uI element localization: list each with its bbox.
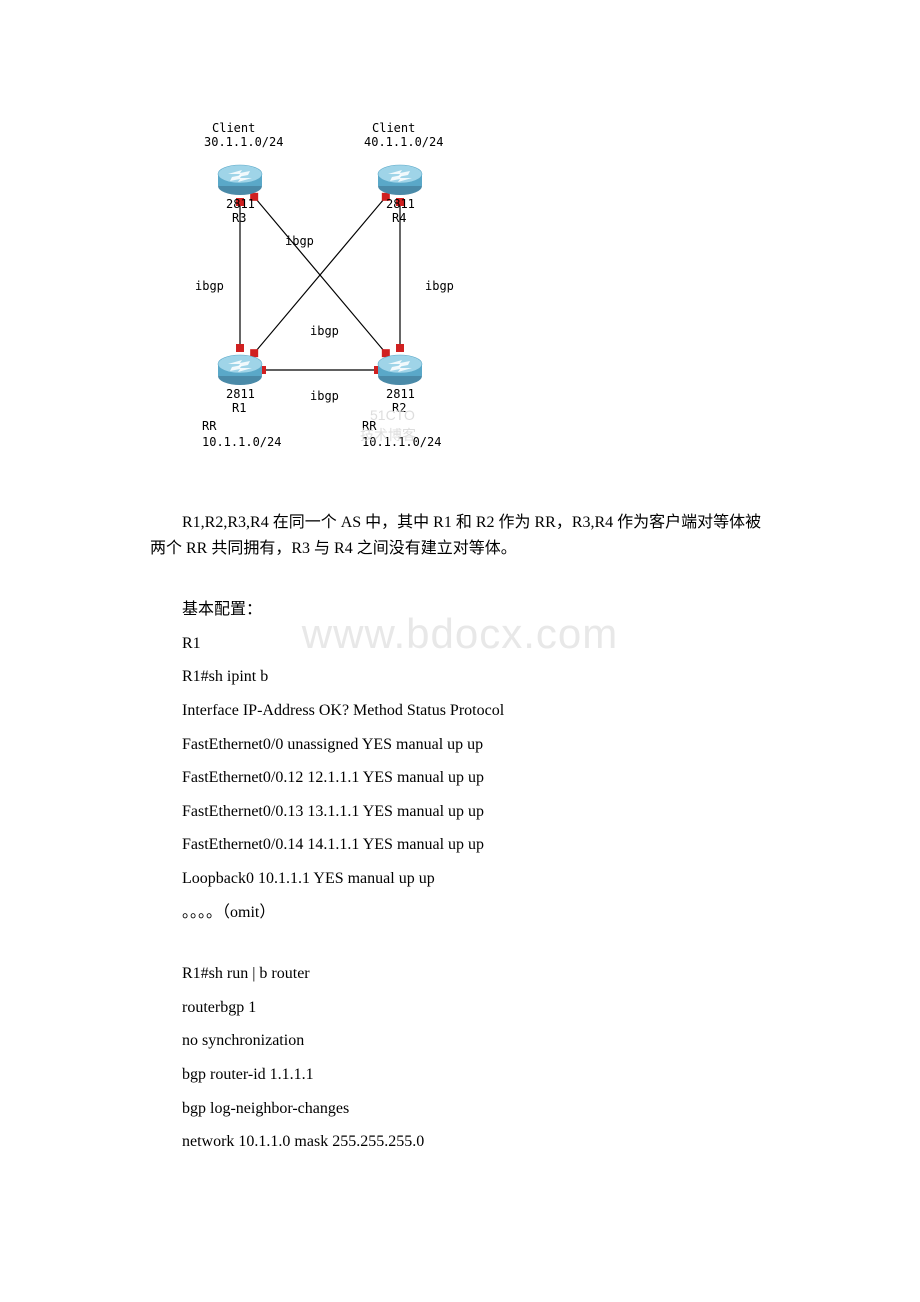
r1-header: R1 <box>182 631 770 657</box>
config-line: Loopback0 10.1.1.1 YES manual up up <box>182 866 770 892</box>
svg-text:Client: Client <box>372 121 415 135</box>
svg-text:Client: Client <box>212 121 255 135</box>
svg-text:ibgp: ibgp <box>310 324 339 338</box>
svg-text:R3: R3 <box>232 211 246 225</box>
paragraph-description: R1,R2,R3,R4 在同一个 AS 中，其中 R1 和 R2 作为 RR，R… <box>150 510 770 561</box>
svg-text:2811: 2811 <box>226 197 255 211</box>
section-header: 基本配置： <box>182 597 770 623</box>
svg-text:R1: R1 <box>232 401 246 415</box>
config-line: no synchronization <box>182 1028 770 1054</box>
config-line: Interface IP-Address OK? Method Status P… <box>182 698 770 724</box>
svg-text:RR: RR <box>202 419 217 433</box>
config-line: FastEthernet0/0.14 14.1.1.1 YES manual u… <box>182 832 770 858</box>
config-line: network 10.1.1.0 mask 255.255.255.0 <box>182 1129 770 1155</box>
config-line: R1#sh ipint b <box>182 664 770 690</box>
config-line: bgp log-neighbor-changes <box>182 1096 770 1122</box>
svg-text:ibgp: ibgp <box>195 279 224 293</box>
config-line: FastEthernet0/0 unassigned YES manual up… <box>182 732 770 758</box>
svg-text:ibgp: ibgp <box>310 389 339 403</box>
svg-text:ibgp: ibgp <box>285 234 314 248</box>
svg-text:技术博客: 技术博客 <box>360 427 416 443</box>
svg-text:40.1.1.0/24: 40.1.1.0/24 <box>364 135 443 149</box>
svg-text:30.1.1.0/24: 30.1.1.0/24 <box>204 135 283 149</box>
svg-text:R4: R4 <box>392 211 406 225</box>
svg-text:10.1.1.0/24: 10.1.1.0/24 <box>202 435 281 449</box>
network-diagram: ibgpibgpibgpibgpibgpClient30.1.1.0/24281… <box>170 120 470 480</box>
config-line: FastEthernet0/0.12 12.1.1.1 YES manual u… <box>182 765 770 791</box>
config-line: FastEthernet0/0.13 13.1.1.1 YES manual u… <box>182 799 770 825</box>
svg-text:2811: 2811 <box>386 197 415 211</box>
config-line: routerbgp 1 <box>182 995 770 1021</box>
svg-text:2811: 2811 <box>386 387 415 401</box>
config-line: R1#sh run | b router <box>182 961 770 987</box>
config-line: bgp router-id 1.1.1.1 <box>182 1062 770 1088</box>
svg-text:51CTO: 51CTO <box>370 407 415 423</box>
config-line: 。。。。（omit） <box>182 900 770 926</box>
svg-text:2811: 2811 <box>226 387 255 401</box>
svg-text:ibgp: ibgp <box>425 279 454 293</box>
